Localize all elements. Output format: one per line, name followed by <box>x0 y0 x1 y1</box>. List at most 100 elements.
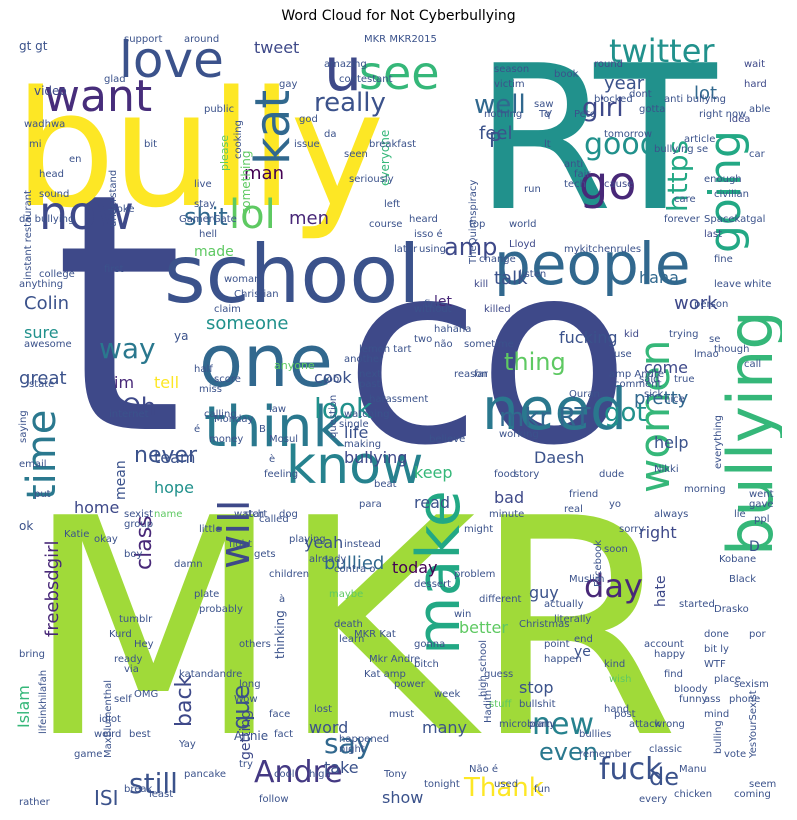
cloud-word: D <box>749 539 760 555</box>
cloud-word: night <box>339 744 365 755</box>
cloud-word: death <box>334 619 363 630</box>
cloud-word: far <box>474 369 488 380</box>
cloud-word: money <box>209 434 244 445</box>
cloud-word: contra o <box>334 564 376 575</box>
cloud-word: mkr RT <box>499 403 591 433</box>
cloud-word: children <box>269 569 310 580</box>
cloud-word: high <box>309 769 331 780</box>
cloud-word: feeling <box>264 469 299 480</box>
cloud-word: see <box>359 46 440 100</box>
cloud-word: later <box>394 244 418 255</box>
cloud-word: phone <box>729 694 761 705</box>
cloud-word: soon <box>604 544 628 555</box>
cloud-word: è <box>269 454 276 465</box>
cloud-word: Monday <box>214 414 254 425</box>
cloud-word: story <box>514 469 540 480</box>
cloud-word: already <box>309 554 347 565</box>
cloud-word: video <box>34 84 67 98</box>
cloud-word: everything <box>713 415 724 469</box>
cloud-word: kill <box>474 279 489 290</box>
cloud-word: probably <box>199 604 243 615</box>
cloud-word: bit ly <box>704 644 729 655</box>
cloud-word: amp Andre <box>609 369 664 380</box>
cloud-word: help <box>654 433 689 452</box>
cloud-word: anti bullying <box>664 94 726 105</box>
cloud-word: next <box>359 369 382 380</box>
cloud-word: hahaha <box>434 324 472 335</box>
cloud-word: follow <box>259 794 289 805</box>
cloud-word: contestant <box>339 74 393 85</box>
cloud-word: Muslim <box>569 574 605 585</box>
cloud-word: must <box>389 709 415 720</box>
cloud-word: é <box>194 424 201 435</box>
cloud-word: P <box>489 128 502 152</box>
cloud-word: mykitchenrules <box>564 244 642 255</box>
cloud-word: classic <box>649 744 683 755</box>
cloud-word: learn <box>339 634 365 645</box>
cloud-word: cook <box>314 368 352 387</box>
cloud-word: dude <box>599 469 625 480</box>
cloud-word: come <box>644 358 689 377</box>
cloud-word: bully <box>14 56 385 243</box>
cloud-word: victim <box>494 79 525 90</box>
cloud-word: back <box>172 674 197 727</box>
cloud-word: life <box>344 423 369 442</box>
cloud-word: others <box>239 639 271 650</box>
cloud-word: actually <box>544 599 584 610</box>
cloud-word: gt gt <box>19 39 48 53</box>
cloud-word: today <box>392 558 438 577</box>
cloud-word: gay <box>279 79 298 90</box>
cloud-word: world <box>509 219 537 230</box>
cloud-word: love <box>119 31 224 89</box>
cloud-word: look <box>314 392 373 425</box>
cloud-word: without <box>414 304 452 315</box>
cloud-word: understand <box>108 169 119 227</box>
cloud-word: read <box>414 493 451 512</box>
cloud-word: done <box>704 629 729 640</box>
cloud-word: sound <box>39 189 70 200</box>
cloud-word: bullying se <box>654 144 709 155</box>
cloud-word: support <box>124 34 163 45</box>
cloud-word: one <box>199 319 333 403</box>
cloud-word: literally <box>554 614 592 625</box>
cloud-word: kid <box>624 329 639 340</box>
cloud-word: name <box>154 509 183 520</box>
cloud-word: yeah <box>304 533 344 552</box>
cloud-word: sure <box>24 323 59 342</box>
cloud-word: team <box>154 448 196 467</box>
cloud-word: nothing <box>484 109 523 120</box>
cloud-word: new <box>532 707 595 742</box>
cloud-word: stuff <box>489 699 512 710</box>
cloud-word: Yay <box>179 739 196 750</box>
cloud-word: à <box>279 594 286 605</box>
cloud-word: breakfast <box>369 139 417 150</box>
cloud-word: food <box>494 469 517 480</box>
cloud-word: saying <box>18 410 29 443</box>
cloud-word: public <box>204 104 235 115</box>
cloud-word: best <box>129 729 151 740</box>
cloud-word: kind <box>604 659 626 670</box>
cloud-word: really <box>314 88 386 118</box>
cloud-word: lmao <box>694 349 719 360</box>
cloud-word: single <box>339 419 369 430</box>
cloud-word: know <box>286 436 424 496</box>
cloud-word: self <box>114 694 132 705</box>
cloud-word: saw <box>534 99 554 110</box>
cloud-word: use <box>614 349 632 360</box>
cloud-word: hard <box>744 79 767 90</box>
cloud-word: still <box>129 767 178 800</box>
cloud-word: pretty <box>634 388 689 409</box>
cloud-word: Hey <box>134 639 154 650</box>
cloud-word: Tony <box>384 769 407 780</box>
cloud-word: bullshit <box>519 699 556 710</box>
cloud-word: damn <box>174 559 203 570</box>
cloud-word: freebsdgirl <box>42 540 63 637</box>
cloud-word: YesYourSexist <box>748 690 759 758</box>
cloud-word: mi <box>29 139 42 150</box>
cloud-word: change <box>479 254 516 265</box>
cloud-word: wait <box>744 59 766 70</box>
cloud-word: hate <box>653 575 669 607</box>
cloud-word: mean <box>113 460 129 500</box>
cloud-word: word <box>309 718 349 737</box>
cloud-word: Colin <box>24 293 69 314</box>
